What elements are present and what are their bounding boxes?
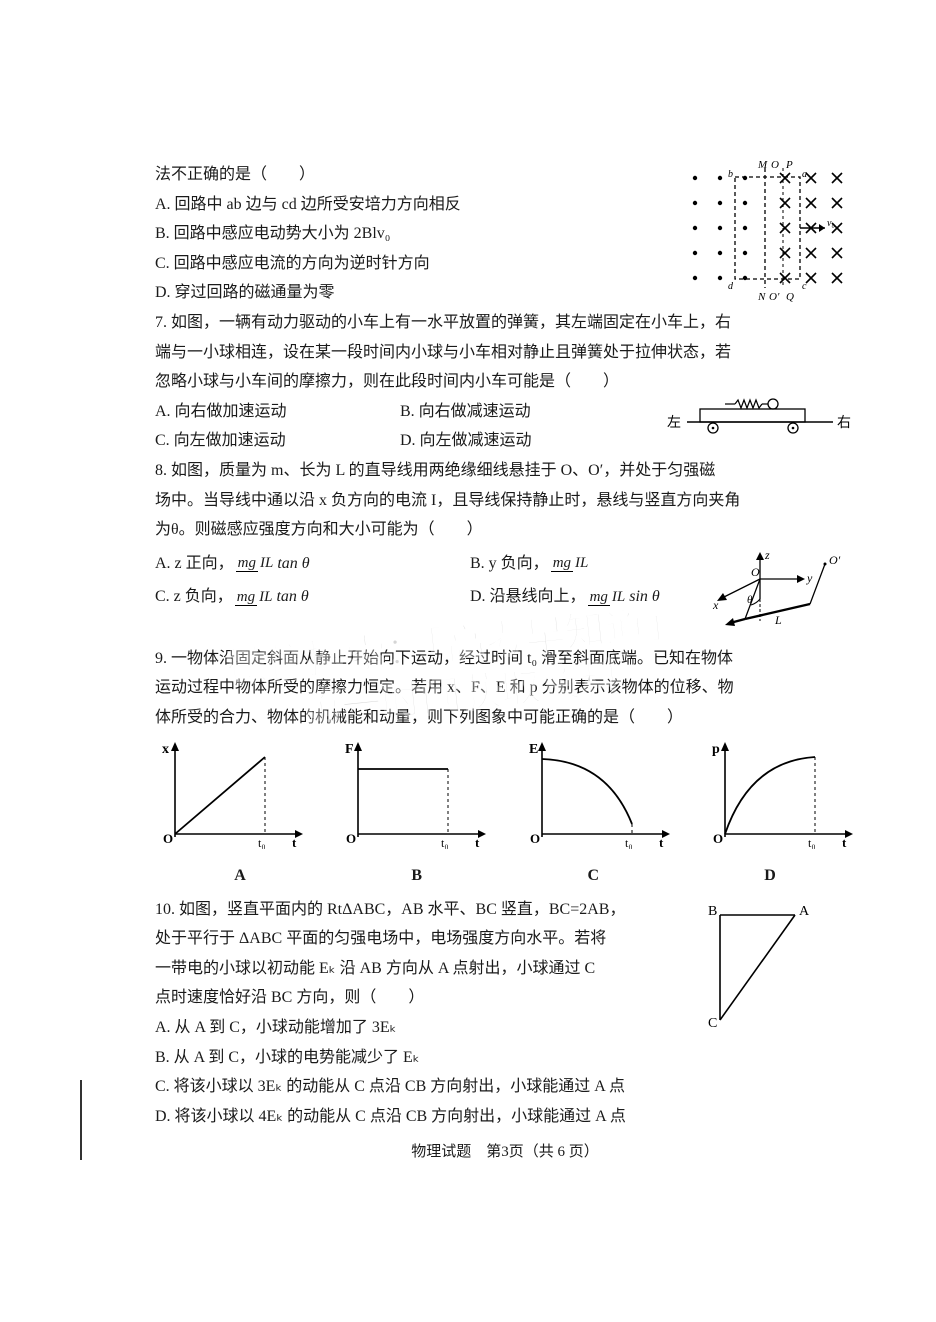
q8-figure: z x y O O' L [705,549,855,644]
q9-graph-d: p O t₀ t [705,739,855,860]
svg-text:C: C [708,1016,717,1031]
svg-text:O: O [771,160,779,171]
svg-text:右: 右 [837,415,851,431]
q6-block: M O P N O' Q a b c d v₀ 法不正确的是（ ） A. 回路中… [155,160,855,308]
q9-stem-2: 运动过程中物体所受的摩擦力恒定。若用 x、F、E 和 p 分别表示该物体的位移、… [155,673,855,703]
svg-text:t₀: t₀ [441,836,449,849]
svg-text:c: c [802,281,807,292]
svg-text:左: 左 [667,415,681,431]
q10-opt-b: B. 从 A 到 C，小球的电势能减少了 Eₖ [155,1043,855,1073]
svg-text:Q: Q [786,291,794,303]
q9-graph-b: F O t₀ t [338,739,488,860]
svg-text:B: B [708,904,717,919]
svg-text:P: P [785,160,793,171]
svg-text:L: L [774,613,782,627]
svg-text:O: O [713,831,723,846]
q10-block: B A C 10. 如图，竖直平面内的 RtΔABC，AB 水平、BC 竖直，B… [155,895,855,1132]
q7-stem-2: 端与一小球相连，设在某一段时间内小球与小车相对静止且弹簧处于拉伸状态，若 [155,338,855,368]
svg-text:O: O [346,831,356,846]
q10-opt-d: D. 将该小球以 4Eₖ 的动能从 C 点沿 CB 方向射出，小球能通过 A 点 [155,1102,855,1132]
q8-stem-3: 为θ。则磁感应强度方向和大小可能为（ ） [155,515,855,545]
svg-text:t₀: t₀ [625,836,633,849]
q7-block: 7. 如图，一辆有动力驱动的小车上有一水平放置的弹簧，其左端固定在小车上，右 端… [155,308,855,456]
page-content: M O P N O' Q a b c d v₀ 法不正确的是（ ） A. 回路中… [155,160,855,1167]
svg-text:O': O' [829,553,841,567]
svg-text:t: t [659,835,664,849]
svg-text:O': O' [769,291,780,303]
q10-figure: B A C [695,895,825,1035]
q6-figure: M O P N O' Q a b c d v₀ [680,160,850,310]
q7-figure: 左 右 [665,397,855,437]
q8-opt-c: C. z 负向，mgILtan θ [155,582,470,612]
q9-graph-c: E O t₀ t [522,739,672,860]
svg-text:a: a [802,169,807,180]
svg-text:v₀: v₀ [827,218,835,229]
q7-stem-3: 忽略小球与小车间的摩擦力，则在此段时间内小车可能是（ ） [155,367,855,397]
q8-block: 8. 如图，质量为 m、长为 L 的直导线用两绝缘细线悬挂于 O、O′，并处于匀… [155,456,855,644]
q9-label-d: D [695,861,845,891]
svg-text:t: t [842,835,847,849]
svg-text:O: O [163,831,173,846]
q9-label-a: A [165,861,315,891]
svg-text:x: x [162,742,169,757]
svg-text:M: M [757,160,768,171]
q8-opt-a: A. z 正向，mgILtan θ [155,549,470,579]
svg-text:O: O [751,565,760,579]
svg-text:p: p [712,742,720,757]
q9-stem-3: 体所受的合力、物体的机械能和动量，则下列图象中可能正确的是（ ） [155,703,855,733]
svg-text:t₀: t₀ [808,836,816,849]
svg-text:F: F [345,742,354,757]
svg-text:y: y [806,571,813,585]
svg-text:A: A [799,904,810,919]
svg-text:θ: θ [747,594,753,606]
page-footer: 物理试题 第3页（共 6 页） [155,1139,855,1167]
svg-text:t: t [475,835,480,849]
q7-stem-1: 7. 如图，一辆有动力驱动的小车上有一水平放置的弹簧，其左端固定在小车上，右 [155,308,855,338]
svg-text:t: t [292,835,297,849]
svg-text:z: z [764,549,770,562]
q9-stem-1: 9. 一物体沿固定斜面从静止开始向下运动，经过时间 t₀ 滑至斜面底端。已知在物… [155,644,855,674]
q10-opt-c: C. 将该小球以 3Eₖ 的动能从 C 点沿 CB 方向射出，小球能通过 A 点 [155,1072,855,1102]
svg-text:t₀: t₀ [258,836,266,849]
svg-text:x: x [712,598,719,612]
svg-text:N: N [757,291,766,303]
q8-stem-2: 场中。当导线中通以沿 x 负方向的电流 I，且导线保持静止时，悬线与竖直方向夹角 [155,486,855,516]
q9-block: 9. 一物体沿固定斜面从静止开始向下运动，经过时间 t₀ 滑至斜面底端。已知在物… [155,644,855,891]
svg-text:O: O [530,831,540,846]
svg-text:E: E [529,742,538,757]
q7-opt-b: B. 向右做减速运动 [400,397,645,427]
q8-stem-1: 8. 如图，质量为 m、长为 L 的直导线用两绝缘细线悬挂于 O、O′，并处于匀… [155,456,855,486]
q9-graphs: x O t₀ t F O t₀ t [155,739,855,860]
q7-opt-d: D. 向左做减速运动 [400,426,645,456]
q9-graph-labels: A B C D [165,861,845,891]
left-margin-rule [80,1080,82,1160]
q7-opt-c: C. 向左做加速运动 [155,426,400,456]
svg-text:b: b [728,169,733,180]
q8-opt-b: B. y 负向，mgIL [470,549,715,579]
q7-opt-a: A. 向右做加速运动 [155,397,400,427]
q9-label-b: B [342,861,492,891]
q9-label-c: C [518,861,668,891]
q9-graph-a: x O t₀ t [155,739,305,860]
svg-text:d: d [728,281,734,292]
